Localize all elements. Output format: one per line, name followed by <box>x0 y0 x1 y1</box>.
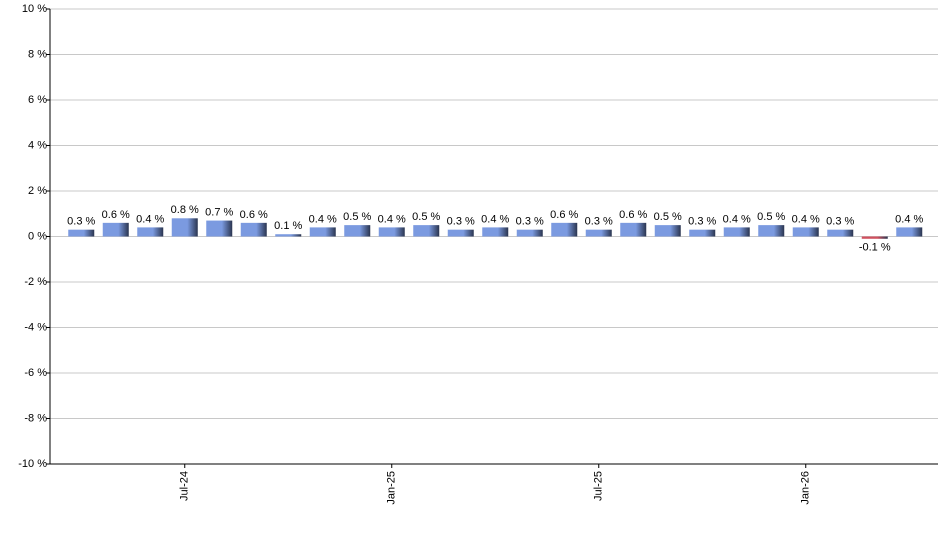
value-label: 0.6 % <box>102 209 130 221</box>
y-tick-label: -8 % <box>24 412 47 424</box>
y-tick-label: -4 % <box>24 321 47 333</box>
bar <box>378 227 405 237</box>
x-tick-label: Jan-25 <box>386 471 398 505</box>
y-tick-label: -2 % <box>24 276 47 288</box>
y-tick-label: 8 % <box>28 48 47 60</box>
bar <box>413 225 440 237</box>
bar <box>171 218 198 237</box>
value-label: 0.8 % <box>171 204 199 216</box>
value-label: 0.6 % <box>619 209 647 221</box>
value-label: 0.5 % <box>654 211 682 223</box>
value-label: 0.4 % <box>378 213 406 225</box>
x-tick-label: Jul-25 <box>593 471 605 501</box>
bar <box>137 227 164 237</box>
bar <box>309 227 336 237</box>
bar <box>206 220 233 237</box>
value-label: 0.4 % <box>723 213 751 225</box>
value-label: 0.3 % <box>826 216 854 228</box>
value-label: 0.5 % <box>412 211 440 223</box>
bar <box>275 234 302 237</box>
bar <box>482 227 509 237</box>
bar <box>654 225 681 237</box>
bar <box>620 222 647 237</box>
value-label: 0.4 % <box>136 213 164 225</box>
value-label: 0.5 % <box>343 211 371 223</box>
y-tick-label: 4 % <box>28 139 47 151</box>
bar <box>551 222 578 237</box>
bar <box>516 229 543 237</box>
value-label: 0.3 % <box>688 216 716 228</box>
value-label: 0.4 % <box>309 213 337 225</box>
y-tick-label: -6 % <box>24 367 47 379</box>
value-label: 0.3 % <box>67 216 95 228</box>
value-label: 0.4 % <box>895 213 923 225</box>
bar <box>689 229 716 237</box>
x-tick-label: Jul-24 <box>179 471 191 501</box>
bar <box>792 227 819 237</box>
y-tick-label: 6 % <box>28 94 47 106</box>
value-label: 0.3 % <box>447 216 475 228</box>
bar <box>447 229 474 237</box>
y-tick-label: 0 % <box>28 230 47 242</box>
value-label: 0.4 % <box>481 213 509 225</box>
bar <box>758 225 785 237</box>
bar <box>827 229 854 237</box>
value-label: 0.5 % <box>757 211 785 223</box>
bar <box>861 236 888 239</box>
bar <box>344 225 371 237</box>
value-label: 0.3 % <box>516 216 544 228</box>
value-label: 0.6 % <box>240 209 268 221</box>
bar <box>896 227 923 237</box>
y-tick-label: 10 % <box>22 3 47 15</box>
value-label: 0.7 % <box>205 206 233 218</box>
y-tick-label: 2 % <box>28 185 47 197</box>
value-label: 0.4 % <box>792 213 820 225</box>
value-label: -0.1 % <box>859 242 891 254</box>
bar <box>102 222 129 237</box>
y-tick-label: -10 % <box>18 458 47 470</box>
bar <box>68 229 95 237</box>
value-label: 0.1 % <box>274 220 302 232</box>
x-tick-label: Jan-26 <box>800 471 812 505</box>
bar <box>723 227 750 237</box>
bar <box>240 222 267 237</box>
bar <box>585 229 612 237</box>
value-label: 0.3 % <box>585 216 613 228</box>
value-label: 0.6 % <box>550 209 578 221</box>
